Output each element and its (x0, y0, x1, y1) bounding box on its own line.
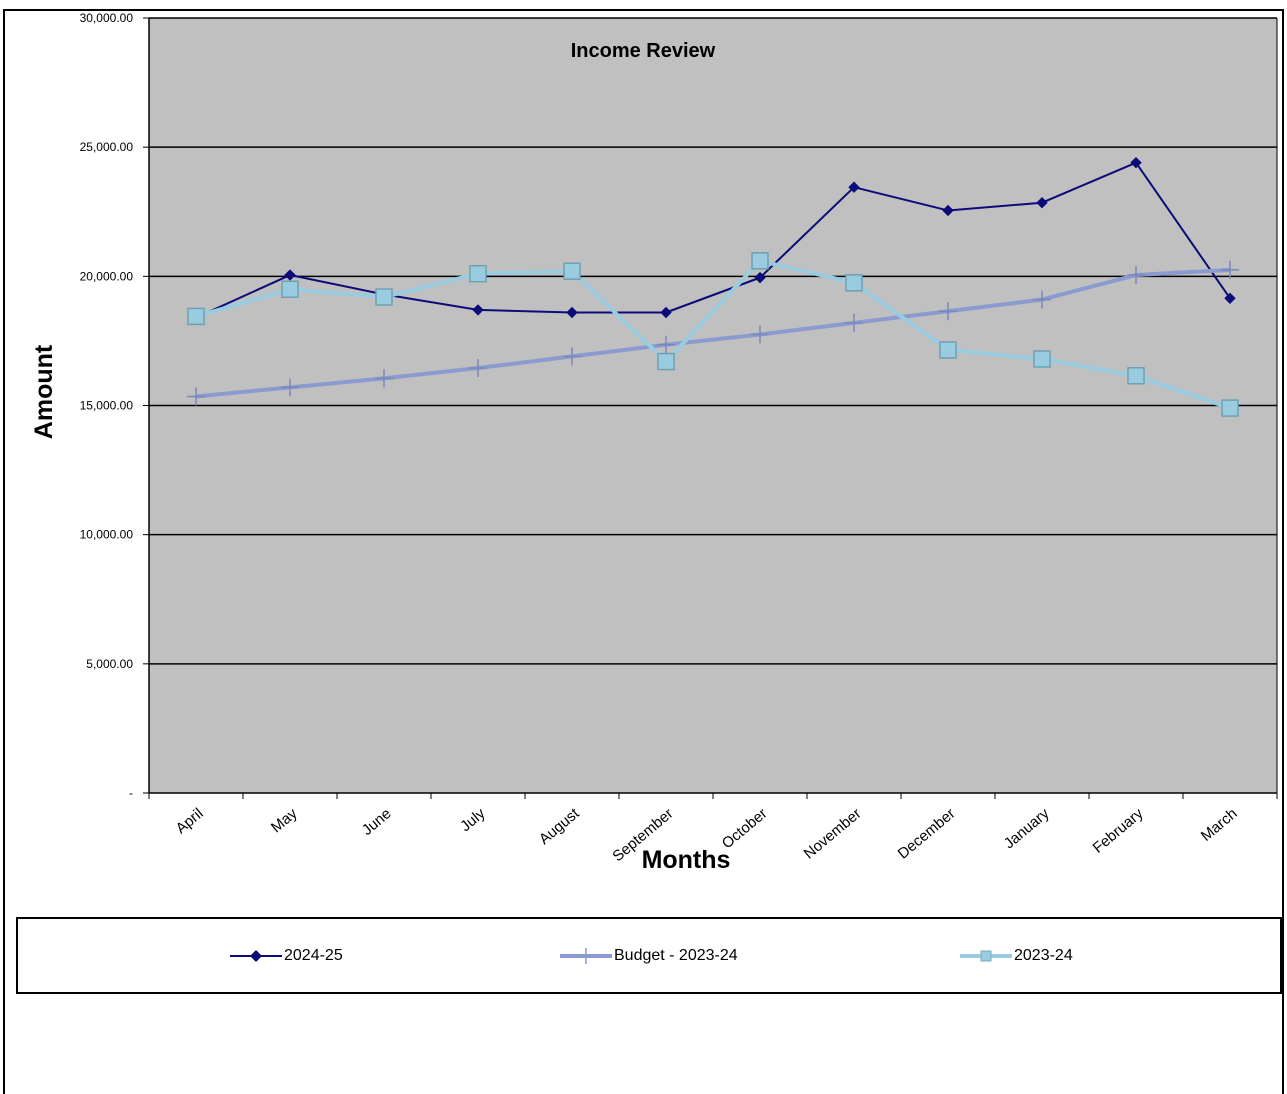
legend-swatch-budget-2023-24 (560, 947, 612, 964)
data-point (375, 288, 393, 306)
data-point (657, 335, 675, 354)
grid-lines (149, 17, 1277, 665)
data-point (845, 313, 863, 332)
series-layer (187, 156, 1239, 417)
data-point (754, 271, 766, 284)
data-point (845, 274, 863, 292)
data-point (187, 307, 205, 326)
x-tick-label: May (268, 805, 301, 837)
data-point (660, 306, 672, 319)
x-tick-label: August (536, 805, 583, 849)
data-point (942, 204, 954, 217)
series-line (195, 161, 1231, 319)
data-point (657, 352, 675, 371)
chart-title: Income Review (571, 40, 716, 62)
legend-swatch-2023-24 (960, 950, 1012, 961)
data-point (566, 306, 578, 319)
x-tick-label: November (801, 805, 865, 863)
x-tick-label: March (1198, 805, 1241, 845)
data-point (1221, 399, 1239, 417)
legend-label-2023-24: 2023-24 (1014, 946, 1073, 964)
x-tick-label: July (457, 805, 489, 835)
data-point (469, 359, 487, 378)
income-review-chart: - 5,000.00 10,000.00 15,000.00 20,000.00 25,0… (30, 11, 1278, 874)
data-point (472, 304, 484, 316)
x-tick-label: February (1090, 805, 1147, 857)
data-point (1221, 260, 1239, 279)
data-point (375, 369, 393, 388)
y-axis-title: Amount (30, 344, 58, 439)
y-tick-label: 30,000.00 (80, 11, 134, 25)
data-point (1036, 197, 1048, 209)
data-point (848, 181, 860, 193)
legend: 2024-25 Budget - 2023-24 2023-24 (16, 917, 1282, 994)
series-2 (187, 252, 1239, 417)
data-point (563, 347, 581, 366)
legend-entry-2023-24: 2023-24 (960, 919, 1073, 992)
axes: - 5,000.00 10,000.00 15,000.00 20,000.00 25,0… (80, 11, 1278, 800)
y-tick-label: 10,000.00 (80, 528, 134, 542)
legend-label-budget-2023-24: Budget - 2023-24 (614, 946, 738, 964)
x-tick-label: January (1001, 805, 1053, 853)
data-point (751, 252, 769, 270)
legend-entry-budget-2023-24: Budget - 2023-24 (560, 919, 738, 992)
data-point (1033, 350, 1051, 368)
data-point (939, 341, 957, 359)
y-tick-label: 15,000.00 (80, 399, 134, 413)
data-point (281, 378, 299, 397)
data-point (469, 265, 487, 283)
data-point (1033, 290, 1051, 309)
legend-label-2024-25: 2024-25 (284, 946, 343, 964)
data-point (1224, 292, 1236, 304)
x-tick-label: December (895, 805, 959, 863)
data-point (187, 387, 205, 406)
data-point (281, 280, 299, 298)
x-tick-label: April (173, 805, 207, 837)
x-tick-label: June (359, 805, 395, 839)
data-point (1130, 156, 1142, 169)
legend-entry-2024-25: 2024-25 (230, 919, 343, 992)
y-tick-label: - (129, 786, 133, 800)
series-line (195, 258, 1231, 410)
x-axis-title: Months (642, 846, 731, 874)
data-point (563, 262, 581, 280)
data-point (1127, 367, 1145, 385)
data-point (284, 269, 296, 281)
data-point (1127, 266, 1145, 285)
y-tick-label: 25,000.00 (80, 140, 134, 154)
series-line (195, 267, 1231, 399)
y-tick-label: 20,000.00 (80, 269, 134, 283)
y-tick-label: 5,000.00 (86, 657, 133, 671)
data-point (751, 325, 769, 344)
series-1 (187, 260, 1239, 406)
chart-frame (3, 9, 1284, 1094)
data-point (939, 302, 957, 321)
legend-swatch-2024-25 (230, 949, 282, 962)
